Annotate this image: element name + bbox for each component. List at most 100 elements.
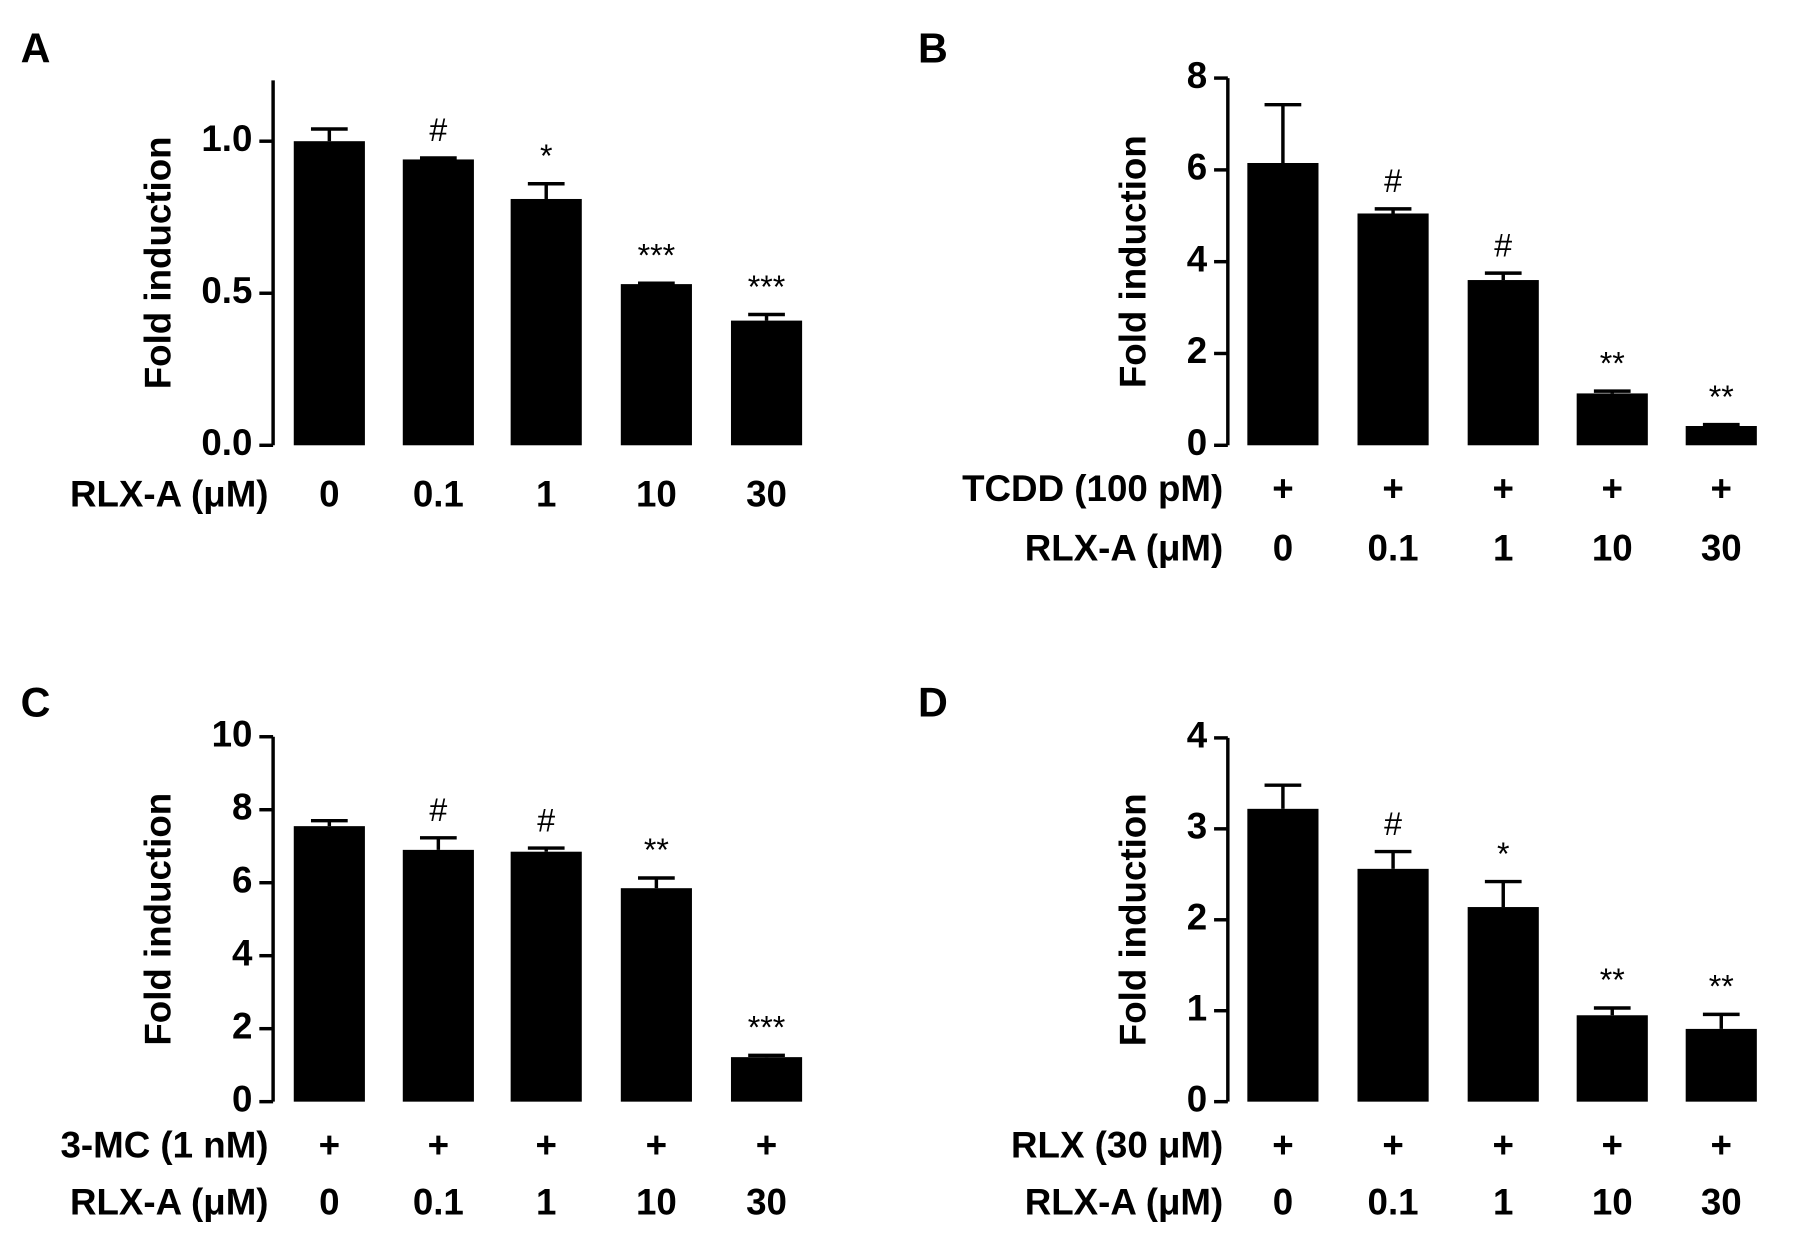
treatment-mark: + — [1382, 468, 1403, 509]
significance-label: # — [429, 792, 447, 828]
significance-label: ** — [1600, 962, 1625, 998]
significance-label: *** — [638, 237, 676, 273]
significance-label: ** — [644, 832, 669, 868]
y-tick-label: 1 — [1187, 987, 1207, 1028]
x-tick-label: 30 — [746, 474, 787, 515]
significance-label: # — [429, 112, 447, 148]
y-tick-label: 4 — [1187, 238, 1208, 279]
bar — [1467, 907, 1539, 1102]
x-tick-label: 30 — [746, 1182, 787, 1223]
panel-label: D — [918, 680, 948, 726]
treatment-mark: + — [1493, 1124, 1514, 1165]
category-axis-label: RLX-A (μM) — [1025, 1182, 1224, 1223]
bar — [1247, 808, 1319, 1102]
significance-label: ** — [1709, 969, 1734, 1005]
x-tick-label: 0.1 — [1368, 1182, 1419, 1223]
panel-label: C — [21, 680, 51, 726]
treatment-mark: + — [1711, 468, 1732, 509]
treatment-mark: + — [1602, 1124, 1623, 1165]
significance-label: # — [537, 802, 555, 838]
category-axis-label: RLX-A (μM) — [1025, 528, 1224, 569]
treatment-mark: + — [1493, 468, 1514, 509]
bar — [1576, 1015, 1648, 1102]
significance-label: *** — [748, 1010, 786, 1046]
x-tick-label: 10 — [1592, 528, 1633, 569]
x-tick-label: 1 — [1493, 1182, 1513, 1223]
treatment-mark: + — [1272, 468, 1293, 509]
treatment-label: RLX (30 μM) — [1011, 1124, 1223, 1165]
bar — [1685, 426, 1757, 446]
treatment-label: TCDD (100 pM) — [962, 468, 1223, 509]
significance-label: *** — [748, 269, 786, 305]
bar — [293, 141, 365, 446]
bar — [620, 888, 692, 1102]
treatment-mark: + — [1382, 1124, 1403, 1165]
y-tick-label: 0 — [1187, 1078, 1207, 1119]
y-tick-label: 6 — [232, 859, 252, 900]
y-tick-label: 8 — [1187, 55, 1207, 96]
y-tick-label: 2 — [1187, 330, 1207, 371]
treatment-mark: + — [428, 1124, 449, 1165]
x-tick-label: 10 — [636, 474, 677, 515]
y-tick-label: 2 — [232, 1005, 252, 1046]
bar — [402, 159, 474, 446]
y-tick-label: 4 — [232, 932, 253, 973]
x-tick-label: 1 — [1493, 528, 1513, 569]
x-tick-label: 1 — [536, 1182, 556, 1223]
bar — [293, 826, 365, 1102]
category-axis-label: RLX-A (μM) — [70, 1182, 269, 1223]
treatment-mark: + — [535, 1124, 556, 1165]
x-tick-label: 0.1 — [1368, 528, 1419, 569]
y-tick-label: 2 — [1187, 896, 1207, 937]
category-axis-label: RLX-A (μM) — [70, 474, 269, 515]
y-tick-label: 0 — [232, 1078, 252, 1119]
y-tick-label: 0.0 — [201, 422, 252, 463]
bar — [730, 1057, 803, 1102]
bar — [402, 849, 474, 1102]
y-tick-label: 6 — [1187, 147, 1207, 188]
y-tick-label: 1.0 — [201, 118, 252, 159]
treatment-label: 3-MC (1 nM) — [60, 1124, 268, 1165]
bar — [1247, 162, 1319, 446]
x-tick-label: 1 — [536, 474, 556, 515]
y-tick-label: 3 — [1187, 806, 1207, 847]
x-tick-label: 0 — [319, 1182, 339, 1223]
y-tick-label: 0 — [1187, 422, 1207, 463]
treatment-mark: + — [319, 1124, 340, 1165]
x-tick-label: 0.1 — [413, 1182, 464, 1223]
y-axis-label: Fold induction — [137, 793, 178, 1046]
significance-label: # — [1384, 806, 1402, 842]
treatment-mark: + — [1711, 1124, 1732, 1165]
significance-label: ** — [1600, 345, 1625, 381]
x-tick-label: 0 — [319, 474, 339, 515]
y-tick-label: 10 — [212, 713, 253, 754]
x-tick-label: 10 — [1592, 1182, 1633, 1223]
bar — [1357, 868, 1429, 1102]
bar — [510, 198, 582, 446]
treatment-mark: + — [756, 1124, 777, 1165]
significance-label: * — [540, 138, 553, 174]
y-axis-label: Fold induction — [1113, 135, 1154, 388]
x-tick-label: 0.1 — [413, 474, 464, 515]
bar — [1576, 393, 1648, 446]
x-tick-label: 30 — [1701, 528, 1742, 569]
treatment-mark: + — [1602, 468, 1623, 509]
significance-label: # — [1384, 163, 1402, 199]
x-tick-label: 10 — [636, 1182, 677, 1223]
bar — [620, 284, 692, 446]
y-axis-label: Fold induction — [1113, 793, 1154, 1046]
treatment-mark: + — [646, 1124, 667, 1165]
bar — [730, 320, 803, 446]
y-tick-label: 0.5 — [201, 270, 252, 311]
significance-label: * — [1497, 836, 1510, 872]
significance-label: # — [1494, 227, 1512, 263]
x-tick-label: 30 — [1701, 1182, 1742, 1223]
y-tick-label: 4 — [1187, 715, 1208, 756]
bar — [510, 851, 582, 1102]
panel-label: B — [918, 26, 948, 72]
bar — [1357, 213, 1429, 446]
bar — [1685, 1028, 1757, 1102]
bar — [1467, 280, 1539, 446]
